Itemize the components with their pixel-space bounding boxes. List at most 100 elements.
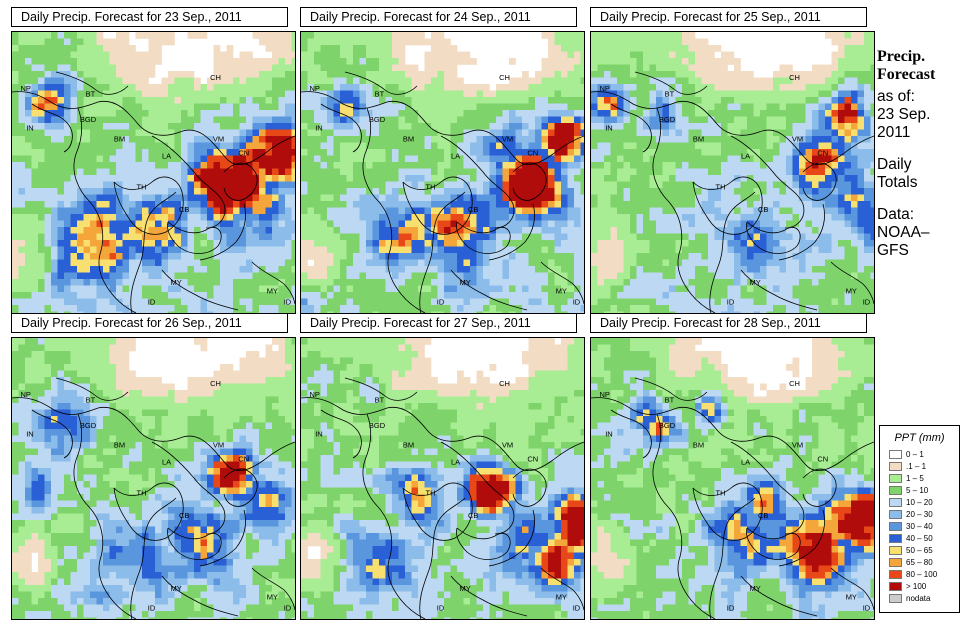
precip-cell xyxy=(844,32,852,39)
precip-cell xyxy=(838,84,845,91)
precip-cell xyxy=(320,201,328,208)
precip-cell xyxy=(437,155,445,163)
precip-cell xyxy=(327,298,334,306)
precip-cell xyxy=(773,194,780,202)
precip-cell xyxy=(90,51,97,59)
precip-cell xyxy=(103,266,110,273)
precip-cell xyxy=(701,149,709,156)
precip-cell xyxy=(450,97,458,104)
precip-cell xyxy=(662,136,670,143)
precip-cell xyxy=(502,220,510,228)
precip-cell xyxy=(301,136,308,143)
precip-cell xyxy=(44,110,52,117)
precip-cell xyxy=(695,207,702,215)
precip-cell xyxy=(825,142,832,150)
precip-cell xyxy=(669,201,676,208)
precip-cell xyxy=(431,233,438,241)
precip-cell xyxy=(379,38,386,46)
precip-cell xyxy=(90,188,97,195)
precip-cell xyxy=(831,123,839,130)
precip-cell xyxy=(662,181,670,189)
precip-cell xyxy=(669,220,676,228)
precip-cell xyxy=(457,155,464,163)
precip-cell xyxy=(760,142,767,150)
precip-cell xyxy=(431,103,438,111)
precip-cell xyxy=(51,38,58,46)
precip-cell xyxy=(701,103,709,111)
precip-cell xyxy=(779,64,787,72)
precip-cell xyxy=(561,97,568,104)
precip-cell xyxy=(580,142,584,150)
precip-cell xyxy=(213,201,221,208)
precip-cell xyxy=(239,188,247,195)
precip-cell xyxy=(773,188,780,195)
precip-cell xyxy=(610,149,618,156)
precip-cell xyxy=(483,97,490,104)
precip-cell xyxy=(457,259,464,267)
precip-cell xyxy=(509,285,516,293)
precip-cell xyxy=(721,220,728,228)
precip-cell xyxy=(574,272,581,280)
precip-cell xyxy=(327,97,334,104)
precip-cell xyxy=(333,188,341,195)
precip-cell xyxy=(77,253,84,260)
precip-cell xyxy=(695,149,702,156)
precip-cell xyxy=(340,90,347,98)
precip-cell xyxy=(470,58,477,65)
precip-cell xyxy=(239,279,247,286)
precip-cell xyxy=(246,97,253,104)
precip-cell xyxy=(116,84,123,91)
precip-cell xyxy=(727,181,735,189)
precip-cell xyxy=(548,97,555,104)
precip-cell xyxy=(340,116,347,124)
precip-cell xyxy=(320,298,328,306)
precip-cell xyxy=(554,201,562,208)
precip-cell xyxy=(766,116,774,124)
precip-cell xyxy=(213,279,221,286)
precip-cell xyxy=(591,45,598,52)
precip-cell xyxy=(818,136,826,143)
precip-cell xyxy=(580,129,584,137)
precip-cell xyxy=(418,298,425,306)
precip-cell xyxy=(437,279,445,286)
precip-cell xyxy=(721,155,728,163)
precip-cell xyxy=(509,272,516,280)
precip-cell xyxy=(561,38,568,46)
precip-cell xyxy=(385,90,393,98)
precip-cell xyxy=(799,194,806,202)
precip-cell xyxy=(31,155,39,163)
precip-cell xyxy=(220,201,227,208)
precip-cell xyxy=(122,155,130,163)
precip-cell xyxy=(307,227,315,234)
precip-cell xyxy=(168,227,175,234)
precip-cell xyxy=(870,181,874,189)
precip-cell xyxy=(226,77,234,85)
precip-cell xyxy=(340,311,347,313)
precip-cell xyxy=(44,71,52,78)
precip-cell xyxy=(301,38,308,46)
precip-cell xyxy=(431,51,438,59)
precip-cell xyxy=(662,71,670,78)
precip-cell xyxy=(838,136,845,143)
precip-cell xyxy=(12,162,19,169)
precip-cell xyxy=(682,77,689,85)
precip-cell xyxy=(220,279,227,286)
precip-cell xyxy=(747,149,754,156)
precip-cell xyxy=(148,259,156,267)
precip-cell xyxy=(174,194,182,202)
precip-cell xyxy=(825,84,832,91)
precip-cell xyxy=(194,129,201,137)
precip-cell xyxy=(747,188,754,195)
precip-cell xyxy=(502,194,510,202)
precip-cell xyxy=(239,129,247,137)
precip-cell xyxy=(799,168,806,176)
precip-cell xyxy=(135,220,143,228)
precip-cell xyxy=(714,58,722,65)
precip-cell xyxy=(805,110,813,117)
precip-cell xyxy=(18,162,26,169)
precip-cell xyxy=(116,233,123,241)
precip-cell xyxy=(90,155,97,163)
precip-cell xyxy=(301,207,308,215)
precip-cell xyxy=(174,233,182,241)
precip-cell xyxy=(623,77,631,85)
